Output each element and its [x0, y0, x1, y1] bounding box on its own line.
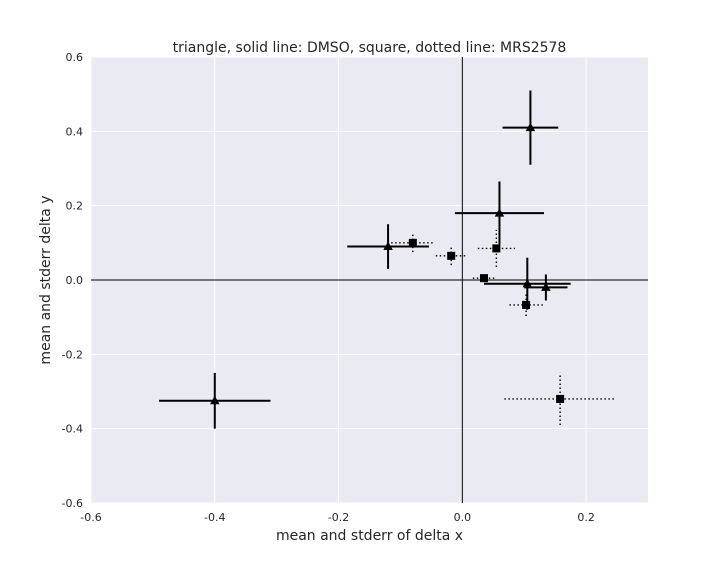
- x-axis-label: mean and stderr of delta x: [276, 528, 463, 544]
- x-tick-label: -0.6: [80, 511, 101, 524]
- x-tick-label: -0.2: [328, 511, 349, 524]
- y-tick-label: -0.2: [62, 348, 83, 361]
- triangle-marker: [541, 282, 551, 291]
- square-marker: [522, 300, 531, 309]
- square-marker: [556, 394, 565, 403]
- chart-title: triangle, solid line: DMSO, square, dott…: [173, 40, 567, 56]
- square-marker: [447, 251, 456, 260]
- triangle-marker: [525, 122, 536, 132]
- triangle-marker: [383, 241, 393, 251]
- y-tick-label: -0.4: [62, 423, 83, 436]
- x-tick-labels: -0.6 -0.4 -0.2 0.0 0.2: [80, 511, 595, 524]
- y-tick-label: 0.0: [66, 274, 84, 287]
- y-tick-label: 0.2: [66, 200, 84, 213]
- y-tick-label: 0.6: [66, 51, 84, 64]
- x-tick-label: 0.0: [454, 511, 472, 524]
- y-axis-label: mean and stderr delta y: [38, 195, 54, 364]
- zero-reference-lines: [91, 57, 648, 503]
- square-marker: [408, 238, 417, 247]
- triangle-marker: [210, 395, 220, 405]
- y-tick-label: 0.4: [66, 125, 84, 138]
- x-tick-label: 0.2: [577, 511, 595, 524]
- data-markers: [210, 122, 565, 405]
- square-marker: [479, 274, 488, 283]
- y-tick-label: -0.6: [62, 497, 83, 510]
- x-tick-label: -0.4: [204, 511, 225, 524]
- triangle-marker: [494, 208, 505, 217]
- y-tick-labels: 0.6 0.4 0.2 0.0 -0.2 -0.4 -0.6: [62, 51, 83, 510]
- square-marker: [492, 244, 501, 253]
- triangle-marker: [522, 278, 533, 288]
